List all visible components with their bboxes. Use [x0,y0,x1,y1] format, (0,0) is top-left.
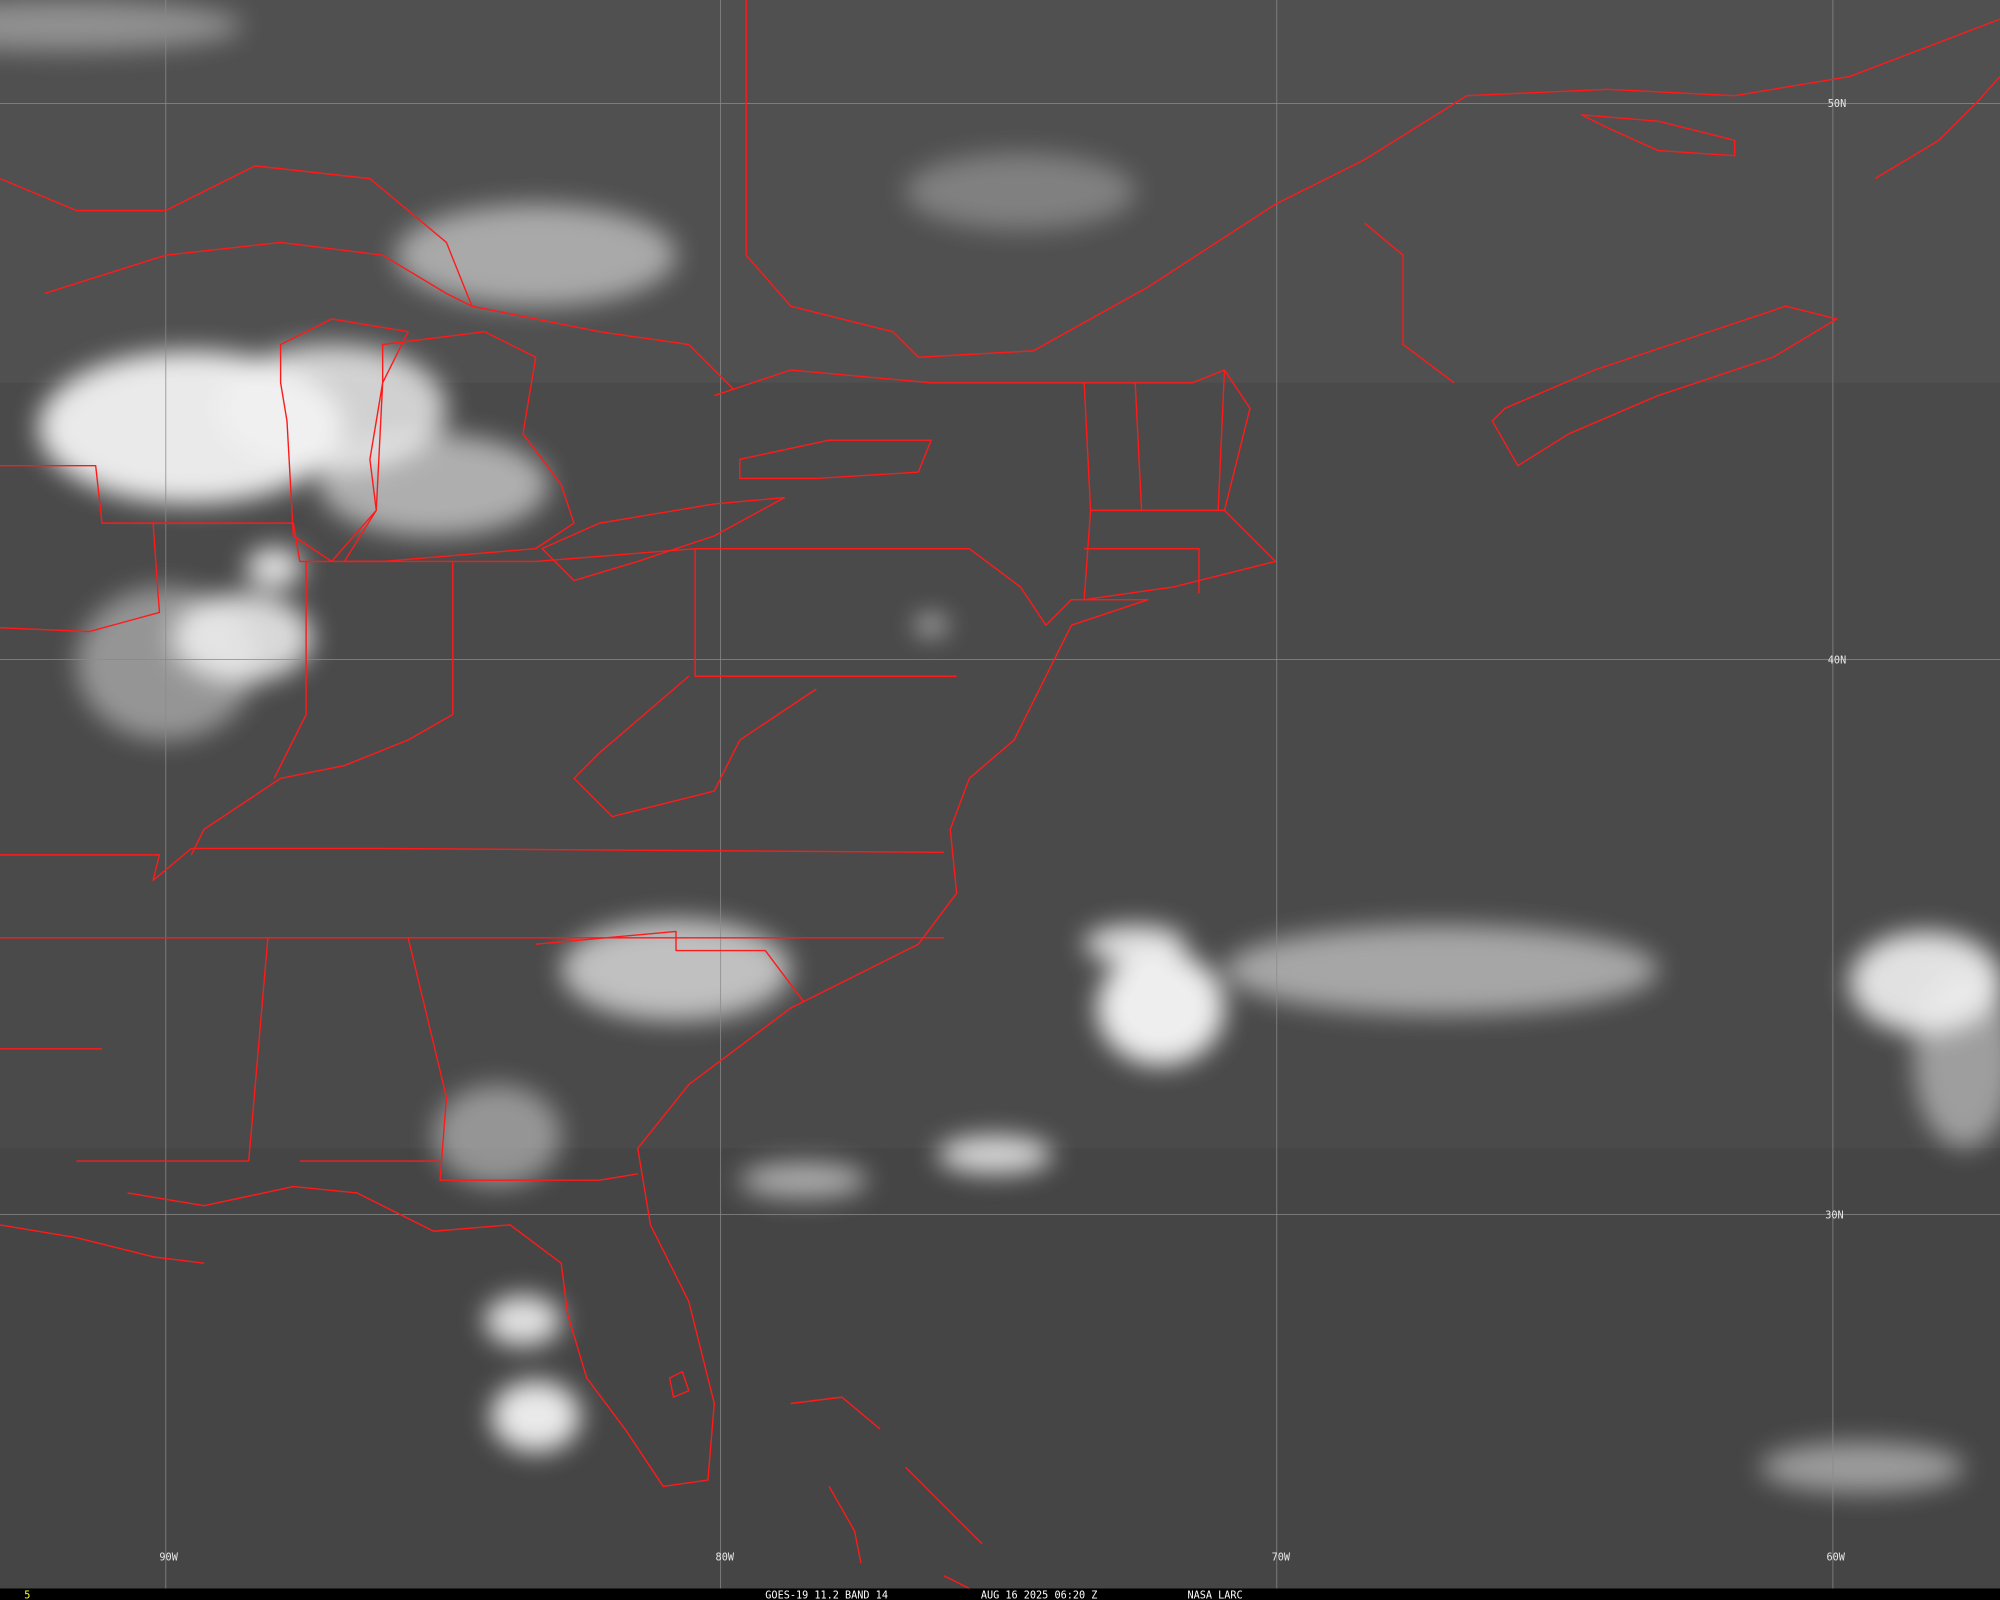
canada-us-border [0,0,2000,390]
latitude-labels: 50N 40N 30N [1825,99,1846,1221]
cloud-layer [0,0,2000,1493]
caribbean-islands [0,1224,983,1590]
great-lakes [44,241,932,582]
datetime-label: AUG 16 2025 06:20 Z [981,1591,1098,1600]
lon-label-70w: 70W [1272,1552,1291,1563]
longitude-labels: 90W 80W 70W 60W [159,1552,1845,1563]
lat-label-50n: 50N [1828,99,1846,110]
source-label: NASA LARC [1188,1591,1243,1600]
east-coast [0,369,1277,1488]
state-borders [0,76,2000,1181]
lon-label-60w: 60W [1827,1552,1846,1563]
lat-label-30n: 30N [1825,1210,1843,1221]
frame-number: 5 [24,1591,30,1600]
lat-label-40n: 40N [1828,655,1846,666]
caption-bar: 5 GOES-19 11.2 BAND 14 AUG 16 2025 06:20… [0,1588,2000,1600]
lon-label-90w: 90W [159,1552,178,1563]
product-label: GOES-19 11.2 BAND 14 [765,1591,888,1600]
lon-label-80w: 80W [716,1552,735,1563]
